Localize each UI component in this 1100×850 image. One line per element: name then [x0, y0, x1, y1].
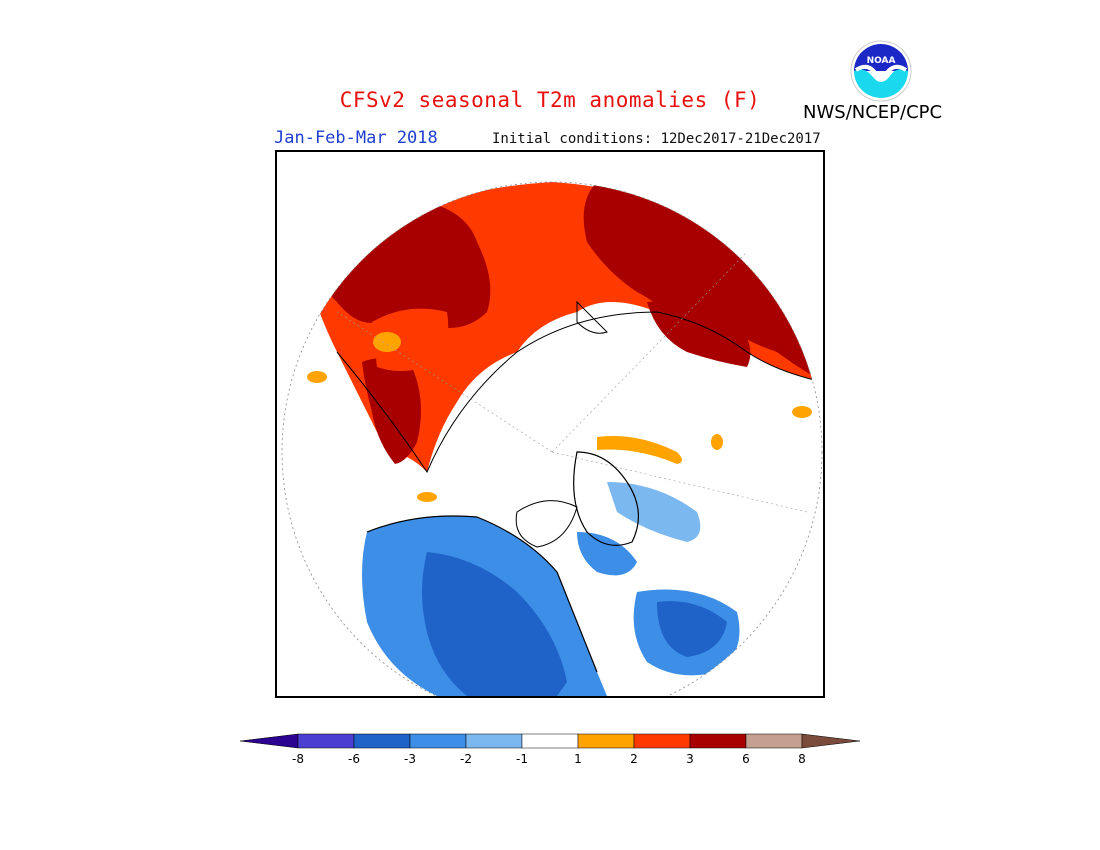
strong-warm-region-alaska-margin: [647, 301, 751, 367]
coastline-eurasia: [336, 311, 822, 474]
noaa-logo-text: NOAA: [867, 56, 896, 66]
legend-arrow-right: [801, 733, 860, 749]
weak-cold-region-arctic: [607, 482, 701, 542]
weak-warm-patch-2: [425, 182, 449, 195]
legend-tick-label: -1: [516, 752, 528, 766]
warm-region-atlantic: [372, 308, 449, 371]
coastline-arctic-islands: [515, 500, 578, 548]
legend-tick-label: -8: [292, 752, 304, 766]
legend-swatch-4: [465, 733, 523, 749]
legend-tick-label: -3: [404, 752, 416, 766]
legend-swatch-5: [521, 733, 579, 749]
legend-tick-label: 2: [630, 752, 638, 766]
weak-warm-patch-3: [307, 371, 327, 383]
organization-label: NWS/NCEP/CPC: [803, 102, 943, 123]
strong-warm-region-greenland-margin: [362, 358, 421, 464]
strong-cold-region-north-america: [422, 552, 567, 696]
coastline-north-america: [366, 515, 598, 673]
legend-swatch-9: [745, 733, 803, 749]
meridian-line-2: [551, 251, 748, 453]
legend-swatch-2: [353, 733, 411, 749]
legend-tick-label: 6: [742, 752, 750, 766]
legend-tick-label: -6: [348, 752, 360, 766]
strong-warm-region-asia: [583, 182, 822, 382]
legend-swatch-6: [577, 733, 635, 749]
legend-swatch-1: [297, 733, 355, 749]
color-legend: [240, 733, 860, 749]
chart-title: CFSv2 seasonal T2m anomalies (F): [339, 88, 761, 112]
weak-warm-patch-4: [711, 434, 723, 450]
warm-arc-canada: [597, 436, 682, 464]
cold-region-hudson: [577, 532, 637, 576]
forecast-period: Jan-Feb-Mar 2018: [274, 128, 438, 148]
polar-map: [281, 181, 823, 696]
legend-tick-label: -2: [460, 752, 472, 766]
initial-conditions: Initial conditions: 12Dec2017-21Dec2017: [492, 131, 821, 147]
strong-warm-region-north-africa: [317, 202, 491, 328]
legend-swatch-8: [689, 733, 747, 749]
meridian-line-1: [551, 451, 808, 513]
legend-tick-label: 3: [686, 752, 694, 766]
strong-cold-region-northeast: [657, 601, 727, 657]
weak-warm-patch-5: [792, 406, 812, 418]
coastline-scandinavia: [576, 300, 608, 334]
map-panel: [275, 150, 825, 698]
legend-arrow-left: [240, 733, 299, 749]
weak-warm-patch-6: [417, 492, 437, 502]
noaa-logo: NOAA: [850, 40, 912, 102]
legend-swatch-7: [633, 733, 691, 749]
latitude-circle: [281, 181, 823, 696]
legend-tick-label: 8: [798, 752, 806, 766]
legend-tick-label: 1: [574, 752, 582, 766]
weak-warm-patch-1: [373, 332, 401, 352]
legend-swatch-3: [409, 733, 467, 749]
